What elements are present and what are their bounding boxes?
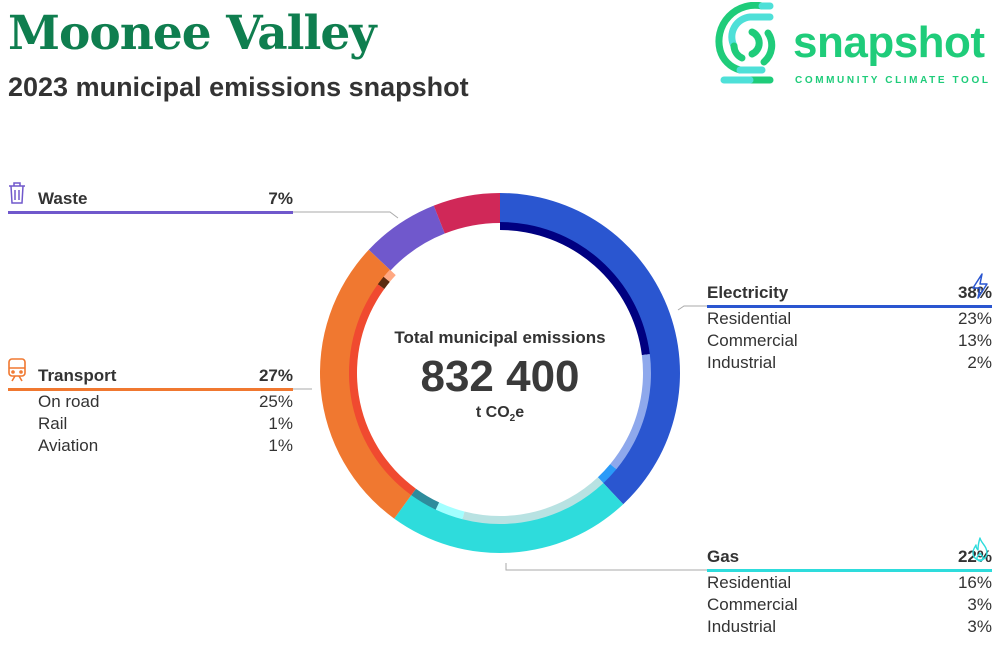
gas-commercial-subsegment: [435, 502, 465, 520]
electricity-residential-subsegment: [500, 222, 650, 356]
logo-wordmark: snapshot: [793, 18, 985, 67]
waste-label: Waste: [38, 189, 88, 208]
row-label: Rail: [38, 414, 68, 433]
transport-percent: 27%: [258, 366, 293, 385]
row-label: Residential: [707, 309, 792, 328]
row-percent: 3%: [967, 595, 992, 614]
electricity-connector: [677, 305, 707, 311]
electricity-industrial-subsegment: [597, 464, 617, 484]
row-label: Commercial: [707, 331, 798, 350]
row-percent: 3%: [967, 617, 992, 636]
transport-row: Aviation 1%: [8, 435, 293, 457]
unit-prefix: t CO: [475, 404, 510, 421]
waste-legend: Waste 7%: [8, 187, 293, 214]
page-subtitle: 2023 municipal emissions snapshot: [8, 72, 469, 102]
transport-legend: Transport 27% On road 25% Rail 1% Aviation 1…: [8, 364, 293, 457]
transport-label: Transport: [38, 366, 117, 385]
gas-row: Commercial 3%: [707, 594, 992, 616]
transport-rail-subsegment: [377, 276, 390, 289]
gas-percent: 22%: [957, 547, 992, 566]
row-percent: 1%: [268, 414, 293, 433]
waste-connector: [293, 211, 399, 219]
transport-row: On road 25%: [8, 391, 293, 413]
electricity-commercial-subsegment: [610, 354, 652, 470]
row-percent: 16%: [957, 573, 992, 592]
row-percent: 2%: [967, 353, 992, 372]
waste-percent: 7%: [268, 189, 293, 208]
electricity-row: Commercial 13%: [707, 330, 992, 352]
logo-tagline: COMMUNITY CLIMATE TOOL: [795, 75, 991, 86]
electricity-rule: [707, 305, 992, 308]
row-percent: 25%: [258, 392, 293, 411]
transport-segment: [320, 249, 412, 519]
gas-rule: [707, 569, 992, 572]
total-unit: t CO2e: [380, 404, 620, 424]
gas-label: Gas: [707, 547, 740, 566]
row-percent: 1%: [268, 436, 293, 455]
row-label: Industrial: [707, 617, 776, 636]
row-label: Aviation: [38, 436, 99, 455]
train-icon: [8, 358, 26, 382]
row-percent: 23%: [957, 309, 992, 328]
transport-row: Rail 1%: [8, 413, 293, 435]
electricity-row: Industrial 2%: [707, 352, 992, 374]
lightning-icon: [972, 273, 988, 299]
electricity-label: Electricity: [707, 283, 789, 302]
unit-suffix: e: [515, 404, 525, 421]
gas-residential-subsegment: [462, 477, 604, 524]
donut-chart: [320, 193, 680, 553]
gas-segment: [394, 482, 624, 553]
unit-subscript: 2: [509, 413, 516, 425]
flame-icon: [972, 537, 988, 562]
other-segment: [433, 193, 500, 234]
row-label: Industrial: [707, 353, 776, 372]
waste-rule: [8, 211, 293, 214]
row-label: On road: [38, 392, 100, 411]
row-percent: 13%: [957, 331, 992, 350]
gas-legend: Gas 22% Residential 16% Commercial 3% Indus…: [707, 545, 992, 638]
trash-icon: [9, 182, 25, 204]
gas-industrial-subsegment: [411, 488, 440, 510]
row-label: Residential: [707, 573, 792, 592]
electricity-percent: 38%: [957, 283, 992, 302]
gas-row: Industrial 3%: [707, 616, 992, 638]
snapshot-logo-icon: [715, 2, 776, 84]
total-label: Total municipal emissions: [394, 328, 606, 347]
gas-connector: [505, 563, 707, 571]
gas-row: Residential 16%: [707, 572, 992, 594]
electricity-row: Residential 23%: [707, 308, 992, 330]
transport-aviation-subsegment: [383, 269, 396, 282]
page-title: Moonee Valley: [8, 6, 377, 61]
electricity-legend: Electricity 38% Residential 23% Commercial…: [707, 281, 992, 374]
electricity-segment: [500, 193, 680, 505]
total-value: 832 400: [420, 352, 580, 401]
waste-segment: [368, 205, 445, 271]
transport-rule: [8, 388, 293, 391]
row-label: Commercial: [707, 595, 798, 614]
